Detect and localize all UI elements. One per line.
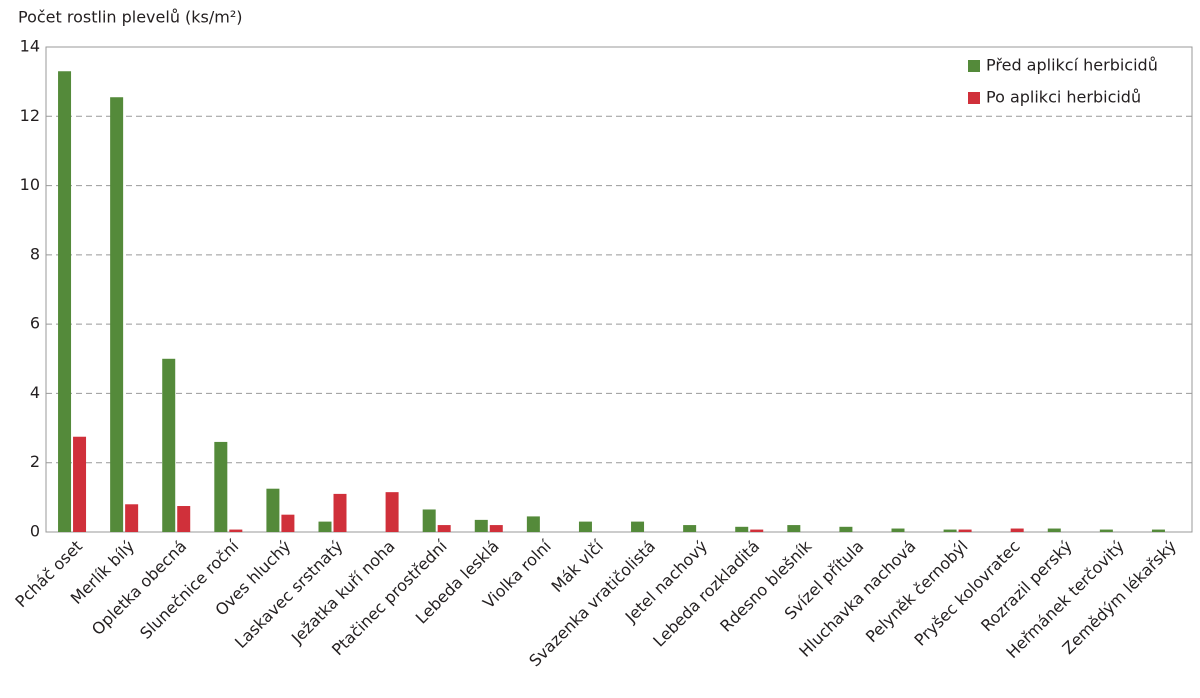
- y-tick-label: 12: [20, 106, 40, 125]
- legend-label: Před aplikcí herbicidů: [986, 56, 1158, 75]
- bar: [735, 526, 749, 532]
- bar: [385, 492, 399, 532]
- bar: [73, 436, 87, 532]
- bar: [891, 528, 905, 532]
- legend-swatch: [968, 92, 980, 104]
- legend-label: Po aplikci herbicidů: [986, 88, 1141, 107]
- y-tick-label: 14: [20, 37, 40, 56]
- bar: [943, 529, 957, 532]
- bar: [958, 529, 972, 532]
- bar: [266, 488, 280, 532]
- y-axis-title: Počet rostlin plevelů (ks/m²): [18, 8, 243, 27]
- bar: [177, 506, 191, 532]
- bar: [125, 504, 139, 532]
- bar: [229, 529, 243, 532]
- bar: [631, 521, 645, 532]
- bar: [839, 526, 853, 532]
- plot-frame: [45, 46, 1193, 533]
- bar: [474, 519, 488, 532]
- bar: [787, 525, 801, 532]
- y-tick-label: 2: [30, 452, 40, 471]
- bar: [318, 521, 332, 532]
- bar: [1047, 528, 1061, 532]
- bar: [110, 97, 124, 532]
- bar: [214, 441, 228, 532]
- bar: [526, 516, 540, 532]
- bar: [422, 509, 436, 532]
- bar: [1010, 528, 1024, 532]
- y-tick-label: 6: [30, 314, 40, 333]
- bar: [333, 493, 347, 532]
- bar: [1099, 529, 1113, 532]
- bar: [750, 529, 764, 532]
- bar: [578, 521, 592, 532]
- y-tick-label: 0: [30, 522, 40, 541]
- bar: [1151, 529, 1165, 532]
- x-tick-label: Opletka obecná: [88, 537, 190, 639]
- bar: [683, 525, 697, 532]
- y-tick-label: 4: [30, 383, 40, 402]
- bar: [162, 358, 176, 532]
- bar: [58, 71, 72, 532]
- bar: [489, 525, 503, 532]
- y-tick-label: 8: [30, 244, 40, 263]
- bar: [281, 514, 295, 532]
- x-tick-label: Rdesno blešník: [716, 536, 816, 636]
- y-tick-label: 10: [20, 175, 40, 194]
- x-tick-label: Rozrazil perský: [977, 537, 1076, 636]
- legend-swatch: [968, 60, 980, 72]
- bar: [437, 525, 451, 532]
